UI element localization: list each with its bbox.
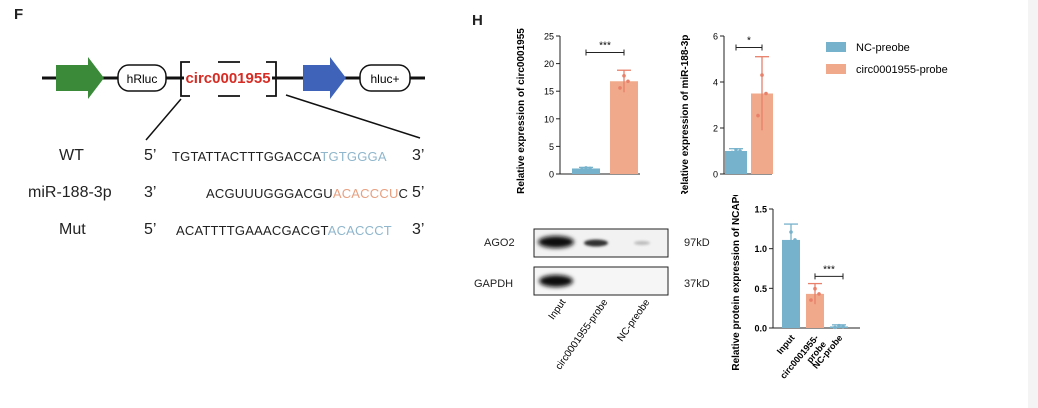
data-point <box>588 166 592 171</box>
blot-label-ago2: AGO2 <box>484 237 515 249</box>
data-point <box>626 79 630 84</box>
data-point <box>580 167 584 171</box>
lane-label-input: Input <box>547 297 569 322</box>
blue-arrow-icon <box>303 57 346 99</box>
mut-5prime: 5’ <box>144 221 157 238</box>
bar-1 <box>751 93 773 174</box>
data-point <box>833 325 837 330</box>
gapdh-band-input <box>539 275 573 287</box>
hluc-box <box>359 64 411 92</box>
bar-0 <box>725 151 747 174</box>
insert-bracket-right <box>266 61 277 97</box>
bar-0 <box>782 239 800 328</box>
significance-label: *** <box>823 264 835 275</box>
insert-label: circ0001955 <box>185 70 270 87</box>
bar-0 <box>572 168 600 174</box>
y-tick-label: 5 <box>549 142 554 152</box>
row-label-mir: miR-188-3p <box>28 184 112 201</box>
right-edge-strip <box>1028 0 1038 408</box>
y-tick-label: 2 <box>713 124 718 134</box>
mir-3prime: 3’ <box>144 184 157 201</box>
row-label-mut: Mut <box>59 221 86 238</box>
data-point <box>734 148 738 152</box>
chart1-ylabel: Relative expression of circ0001955 <box>516 28 527 194</box>
y-tick-label: 10 <box>544 114 554 124</box>
chart2-ylabel: Relative expression of miR-188-3p <box>680 35 691 194</box>
mut-3prime: 3’ <box>412 221 425 238</box>
chart-mir188: Relative expression of miR-188-3p 0 2 4 6 * <box>680 32 773 194</box>
ago2-band-input <box>538 236 574 248</box>
data-point <box>730 150 734 155</box>
blot-kd-ago2: 97kD <box>684 237 710 249</box>
chart3-ylabel: Relative protein expression of NCAPG2 <box>731 195 742 371</box>
hluc-label: hluc+ <box>370 72 399 86</box>
zoom-line-right <box>285 94 421 139</box>
insert-bracket-left <box>180 61 190 97</box>
legend-label-circ: circ0001955-probe <box>856 64 948 76</box>
mut-sequence: ACATTTTGAAACGACGTACACCCT <box>176 223 392 238</box>
data-point <box>837 323 841 328</box>
data-point <box>785 247 789 252</box>
significance-label: *** <box>599 41 611 52</box>
y-tick-label: 0.5 <box>754 284 767 294</box>
y-tick-label: 4 <box>713 78 718 88</box>
y-tick-label: 25 <box>544 32 554 42</box>
data-point <box>764 91 768 96</box>
blot-lane-labels: Input circ0001955-probe NC-preobe <box>547 297 653 372</box>
data-point <box>813 286 817 291</box>
lane-label-nc: NC-preobe <box>615 297 652 344</box>
blot-kd-gapdh: 37kD <box>684 278 710 290</box>
legend-swatch-circ <box>826 64 846 74</box>
bar-1 <box>610 81 638 174</box>
legend-label-nc: NC-preobe <box>856 42 910 54</box>
significance-label: * <box>747 36 751 47</box>
mir-5prime: 5’ <box>412 184 425 201</box>
mir-sequence: ACGUUUGGGACGUACACCCUC <box>206 186 409 201</box>
data-point <box>817 292 821 296</box>
ago2-band-nc <box>634 241 650 245</box>
zoom-line-left <box>145 98 182 141</box>
data-point <box>738 149 742 153</box>
bar-1 <box>806 293 824 328</box>
legend-swatch-nc <box>826 42 846 52</box>
data-point <box>622 73 626 78</box>
data-point <box>809 298 813 302</box>
data-point <box>793 238 797 242</box>
chart-ncapg2: Relative protein expression of NCAPG2 0.… <box>731 195 860 381</box>
panel-letter-h: H <box>472 12 483 29</box>
y-tick-label: 1.0 <box>754 244 767 254</box>
wt-sequence: TGTATTACTTTGGACCATGTGGGA <box>172 149 387 164</box>
y-tick-label: 20 <box>544 59 554 69</box>
y-tick-label: 6 <box>713 32 718 42</box>
blot-label-gapdh: GAPDH <box>474 278 514 290</box>
y-tick-label: 1.5 <box>754 205 767 215</box>
wt-5prime: 5’ <box>144 147 157 164</box>
data-point <box>841 324 845 329</box>
y-tick-label: 0.0 <box>754 324 767 334</box>
y-tick-label: 0 <box>549 170 554 180</box>
row-label-wt: WT <box>59 147 84 164</box>
western-blot <box>533 228 669 296</box>
chart-circ0001955: Relative expression of circ0001955 0 5 10 1… <box>516 28 640 194</box>
data-point <box>789 230 793 234</box>
data-point <box>756 113 760 118</box>
panel-letter-f: F <box>14 6 24 23</box>
ago2-band-circ <box>584 239 608 247</box>
green-arrow-icon <box>56 57 104 99</box>
y-tick-label: 0 <box>713 170 718 180</box>
x-tick-label-0: Input <box>775 333 797 356</box>
data-point <box>618 86 622 90</box>
data-point <box>584 166 588 170</box>
hrluc-box <box>117 64 167 92</box>
construct-diagram: hRluc circ0001955 hluc+ <box>42 57 425 141</box>
y-tick-label: 15 <box>544 87 554 97</box>
wt-3prime: 3’ <box>412 147 425 164</box>
hrluc-label: hRluc <box>127 72 158 86</box>
data-point <box>760 73 764 77</box>
legend: NC-preobe circ0001955-probe <box>826 42 948 76</box>
